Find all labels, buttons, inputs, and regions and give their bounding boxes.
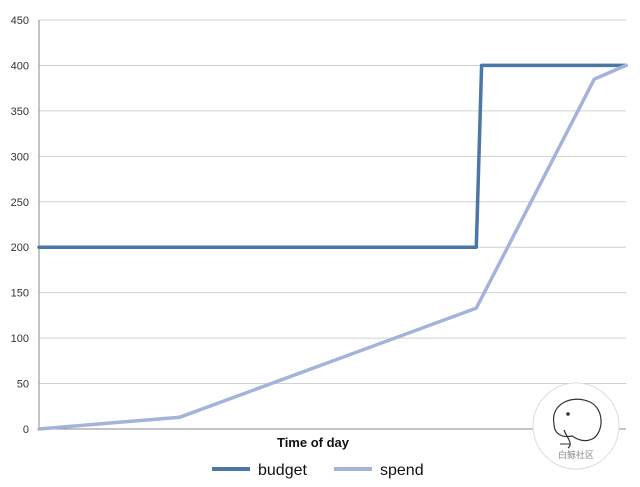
y-tick-label: 0 [23,424,29,436]
y-tick-label: 300 [11,151,29,163]
cartoon-face-icon [552,398,602,449]
watermark-text: 白鲸社区 [558,449,594,461]
watermark: 白鲸社区 [532,382,620,470]
legend-label-spend: spend [380,462,424,479]
y-tick-label: 150 [11,288,29,300]
y-tick-label: 200 [11,242,29,254]
legend-label-budget: budget [258,462,307,479]
y-tick-label: 400 [11,60,29,72]
y-axis-ticks: 0 50 100 150 200 250 300 350 400 450 [11,15,29,436]
series-lines [37,63,628,431]
y-tick-label: 350 [11,106,29,118]
y-tick-label: 50 [17,379,29,391]
gridlines [38,19,626,430]
watermark-circle [532,382,620,470]
series-line-spend [37,63,628,431]
y-tick-label: 250 [11,197,29,209]
y-tick-label: 450 [11,15,29,27]
series-line-budget [37,63,628,249]
y-tick-label: 100 [11,333,29,345]
legend: budget spend [212,462,424,479]
x-axis-label: Time of day [277,435,350,450]
